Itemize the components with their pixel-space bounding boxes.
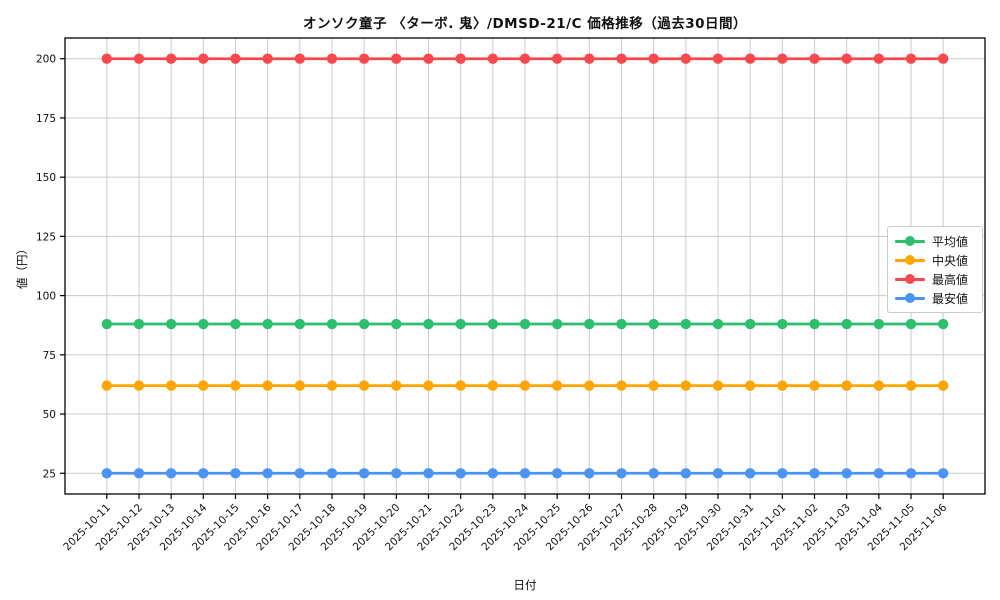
chart-title: オンソク童子 〈ターボ. 鬼〉/DMSD-21/C 価格推移（過去30日間） [303, 16, 747, 32]
legend: 平均値 中央値 最高値 最安値 [887, 226, 983, 313]
legend-item-max: 最高値 [895, 271, 974, 287]
y-axis-label: 値（円） [15, 243, 29, 289]
svg-text:75: 75 [43, 350, 56, 362]
svg-text:200: 200 [36, 54, 56, 66]
legend-label: 中央値 [932, 253, 969, 268]
svg-text:100: 100 [36, 291, 56, 303]
svg-text:125: 125 [36, 231, 56, 243]
svg-text:50: 50 [43, 409, 56, 421]
min-line-icon [895, 292, 925, 304]
legend-item-min: 最安値 [895, 290, 974, 306]
average-line-icon [895, 235, 925, 247]
legend-item-average: 平均値 [895, 233, 974, 249]
svg-text:175: 175 [36, 113, 56, 125]
legend-label: 最安値 [932, 291, 969, 306]
svg-text:150: 150 [36, 172, 56, 184]
median-line-icon [895, 254, 925, 266]
svg-text:25: 25 [43, 468, 56, 480]
x-axis-label: 日付 [513, 578, 537, 592]
legend-label: 最高値 [932, 272, 969, 287]
max-line-icon [895, 273, 925, 285]
legend-label: 平均値 [932, 234, 969, 249]
legend-item-median: 中央値 [895, 252, 974, 268]
